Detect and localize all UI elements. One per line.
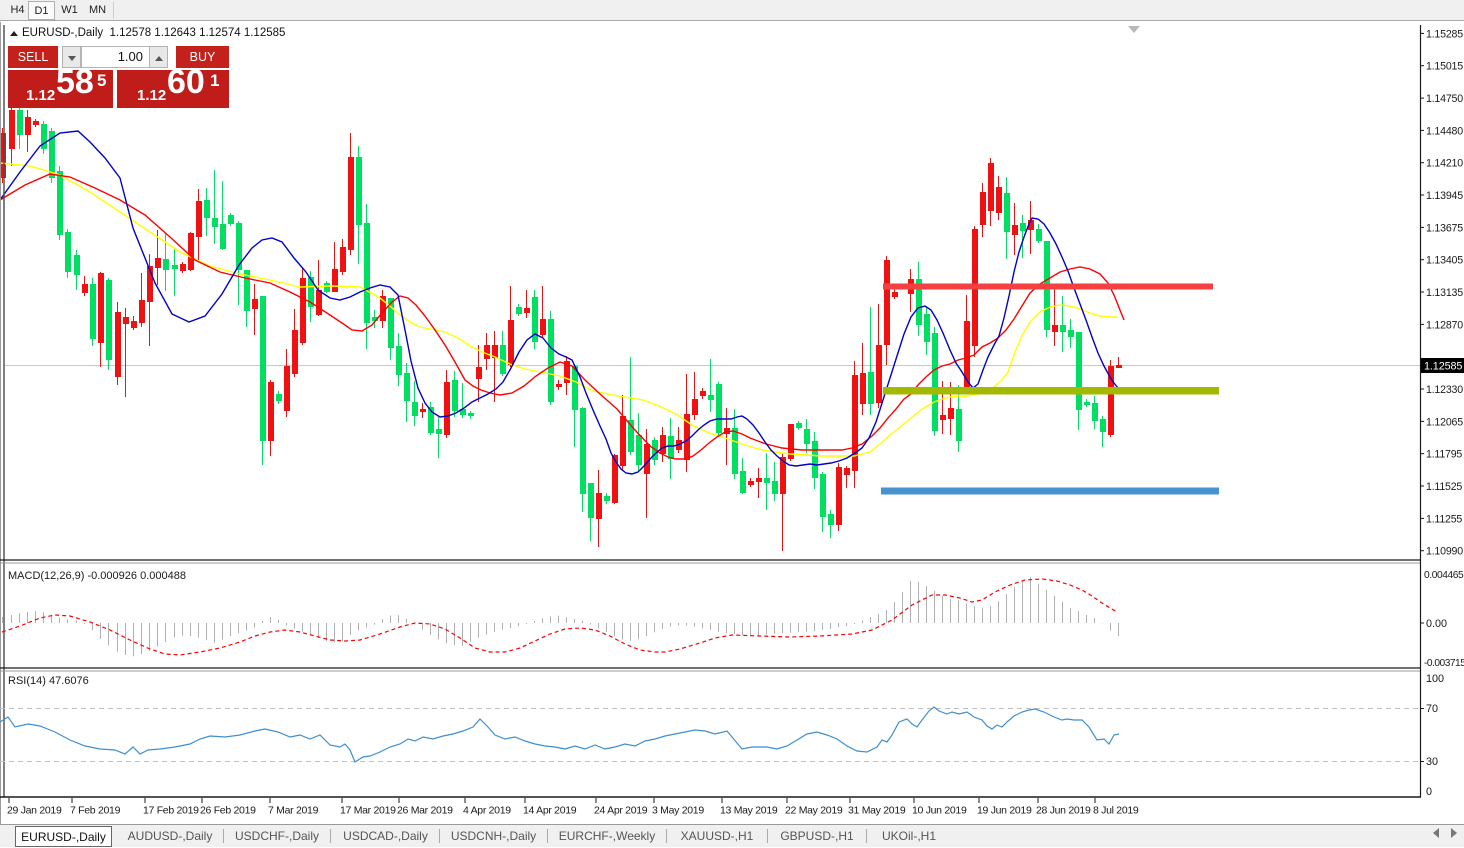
svg-text:7 Feb 2019: 7 Feb 2019 [70,805,121,817]
svg-text:RSI(14) 47.6076: RSI(14) 47.6076 [8,675,89,687]
svg-text:26 Mar 2019: 26 Mar 2019 [397,805,453,817]
svg-text:1.14750: 1.14750 [1426,93,1463,105]
svg-text:1.15015: 1.15015 [1426,61,1463,73]
svg-text:1.11255: 1.11255 [1426,513,1462,525]
svg-text:1.10990: 1.10990 [1426,546,1463,558]
svg-text:22 May 2019: 22 May 2019 [785,805,843,817]
svg-text:MACD(12,26,9) -0.000926 0.0004: MACD(12,26,9) -0.000926 0.000488 [8,570,186,582]
svg-text:8 Jul 2019: 8 Jul 2019 [1093,805,1139,817]
svg-text:1.11795: 1.11795 [1426,449,1462,461]
svg-text:13 May 2019: 13 May 2019 [720,805,778,817]
svg-text:1.12870: 1.12870 [1426,319,1463,331]
svg-text:70: 70 [1426,703,1438,715]
svg-text:-0.003715: -0.003715 [1424,658,1464,669]
svg-text:3 May 2019: 3 May 2019 [652,805,704,817]
svg-text:31 May 2019: 31 May 2019 [848,805,906,817]
svg-text:14 Apr 2019: 14 Apr 2019 [523,805,577,817]
svg-text:4 Apr 2019: 4 Apr 2019 [463,805,511,817]
svg-text:0.004465: 0.004465 [1424,570,1464,581]
svg-text:0: 0 [1426,786,1432,798]
svg-text:1.14480: 1.14480 [1426,125,1463,137]
svg-text:10 Jun 2019: 10 Jun 2019 [912,805,967,817]
svg-text:24 Apr 2019: 24 Apr 2019 [594,805,648,817]
svg-text:1.15285: 1.15285 [1426,28,1463,40]
svg-text:19 Jun 2019: 19 Jun 2019 [977,805,1032,817]
svg-text:1.13945: 1.13945 [1426,190,1463,202]
svg-text:1.11525: 1.11525 [1426,481,1462,493]
svg-text:17 Feb 2019: 17 Feb 2019 [143,805,199,817]
svg-text:100: 100 [1426,673,1444,685]
svg-text:1.12065: 1.12065 [1426,416,1463,428]
svg-text:1.13405: 1.13405 [1426,255,1463,267]
svg-text:30: 30 [1426,756,1438,768]
svg-text:29 Jan 2019: 29 Jan 2019 [7,805,62,817]
svg-text:7 Mar 2019: 7 Mar 2019 [268,805,319,817]
svg-text:1.13135: 1.13135 [1426,287,1463,299]
svg-text:17 Mar 2019: 17 Mar 2019 [340,805,396,817]
svg-text:26 Feb 2019: 26 Feb 2019 [200,805,256,817]
svg-text:1.12330: 1.12330 [1426,384,1463,396]
svg-text:1.14210: 1.14210 [1426,158,1463,170]
svg-text:1.12585: 1.12585 [1424,361,1462,373]
svg-text:28 Jun 2019: 28 Jun 2019 [1036,805,1091,817]
svg-text:1.13675: 1.13675 [1426,222,1463,234]
svg-text:0.00: 0.00 [1426,618,1447,630]
